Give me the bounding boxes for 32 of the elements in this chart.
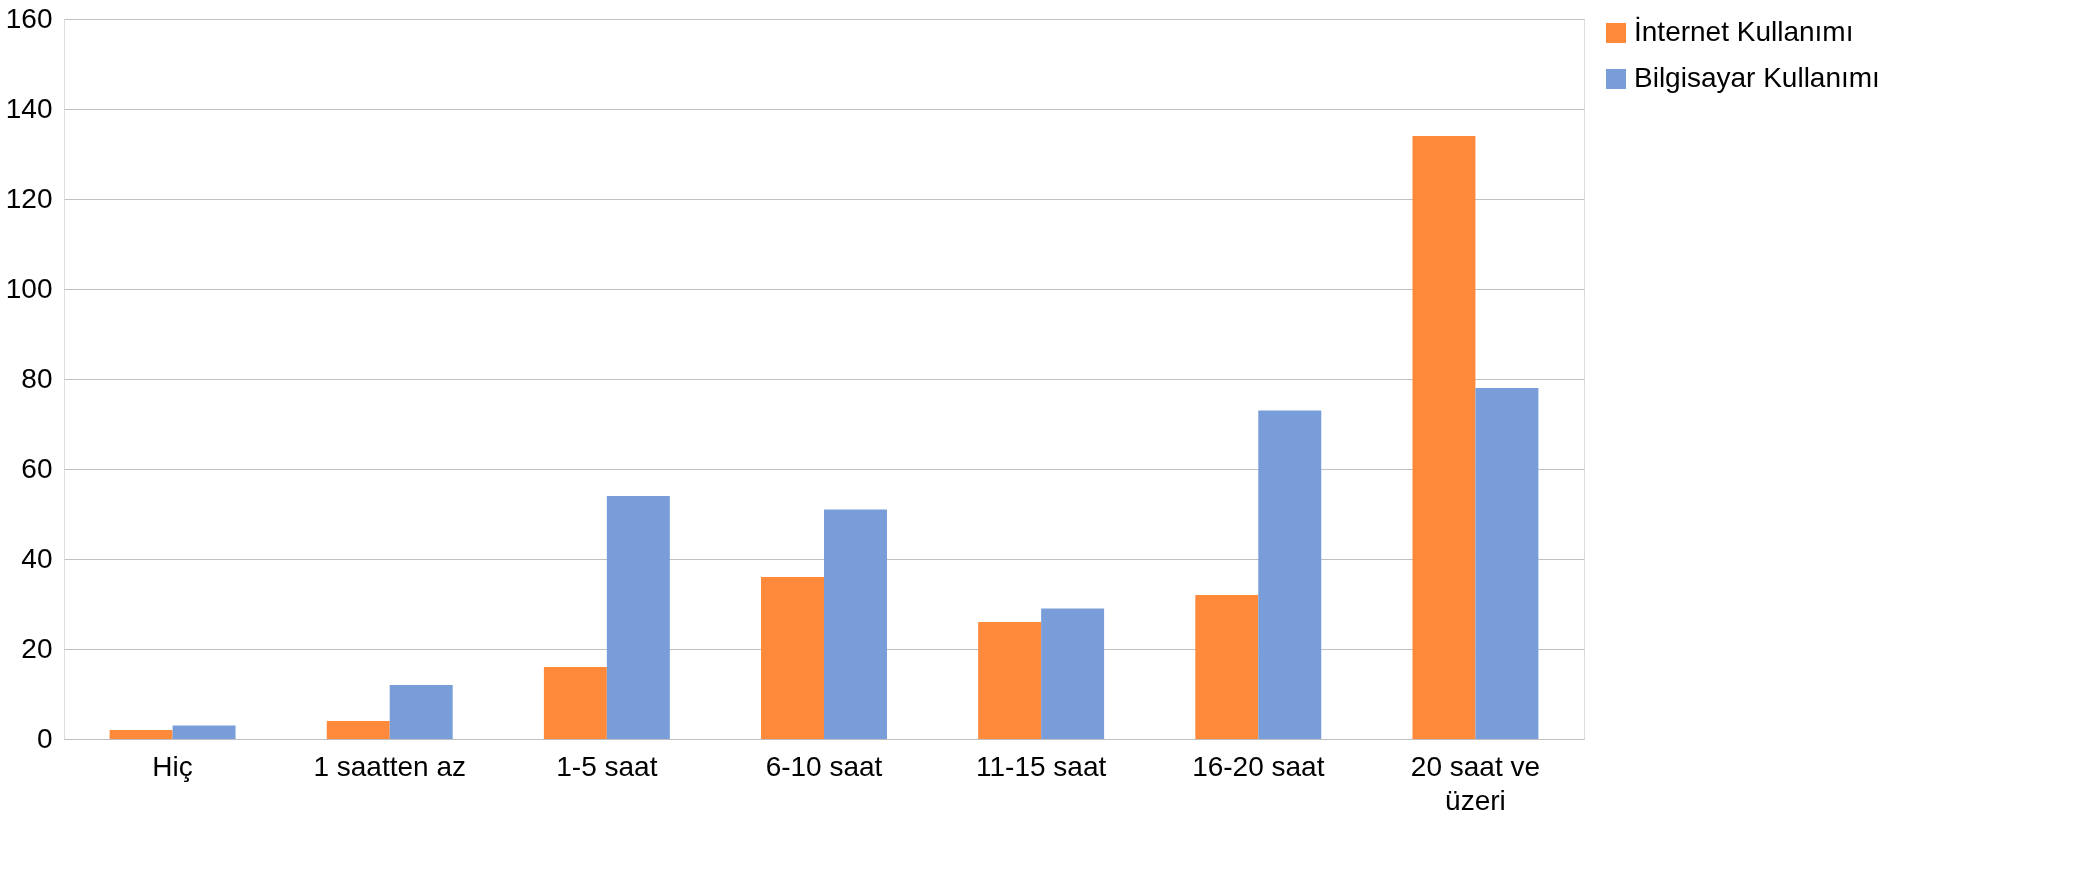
bar	[326, 721, 390, 739]
legend-label: İnternet Kullanımı	[1634, 16, 1854, 47]
y-tick-label: 0	[36, 722, 53, 754]
x-tick-label: Hiç	[152, 750, 193, 782]
bar	[1412, 136, 1476, 739]
y-tick-label: 40	[21, 542, 53, 574]
legend-label: Bilgisayar Kullanımı	[1634, 62, 1880, 93]
bar	[978, 622, 1042, 739]
y-tick-label: 60	[21, 452, 53, 484]
bar	[172, 725, 236, 739]
bar	[606, 496, 670, 739]
y-tick-label: 20	[21, 632, 53, 664]
bar	[1258, 410, 1322, 739]
y-tick-label: 140	[5, 92, 53, 124]
x-tick-label: 1-5 saat	[556, 750, 658, 782]
y-tick-label: 100	[5, 272, 53, 304]
x-tick-label: 11-15 saat	[976, 750, 1107, 782]
x-tick-label: 1 saatten az	[313, 750, 466, 782]
bar	[1195, 595, 1259, 739]
x-tick-label: 6-10 saat	[765, 750, 883, 782]
bar	[824, 509, 887, 739]
bar	[389, 685, 453, 739]
bar	[109, 730, 173, 739]
x-tick-label: 20 saat ve üzeri	[1410, 750, 1541, 816]
bar	[1475, 388, 1539, 739]
bar	[543, 667, 607, 739]
bar	[1041, 608, 1105, 739]
y-tick-label: 80	[21, 362, 53, 394]
bar	[761, 577, 824, 739]
x-tick-label: 16-20 saat	[1192, 750, 1325, 782]
y-tick-label: 160	[5, 2, 53, 34]
y-tick-label: 120	[5, 182, 53, 214]
